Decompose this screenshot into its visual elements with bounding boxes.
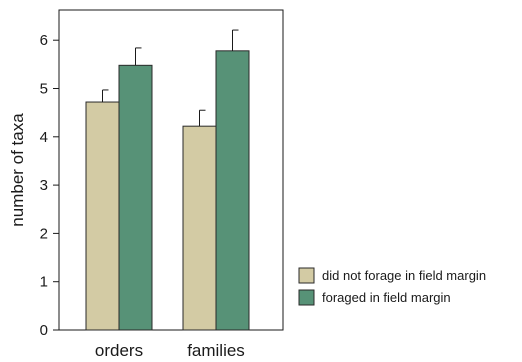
legend-label: did not forage in field margin [322, 268, 486, 283]
bar-series [85, 50, 250, 331]
legend-label: foraged in field margin [322, 290, 451, 305]
bar [118, 64, 153, 331]
bar [215, 50, 250, 331]
legend-swatch [298, 289, 315, 306]
x-axis: orders families [95, 341, 245, 360]
error-bars [102, 29, 239, 127]
legend: did not forage in field margin foraged in… [298, 267, 486, 306]
y-tick-label: 6 [40, 32, 48, 49]
bar [182, 125, 217, 331]
y-tick-label: 5 [40, 81, 48, 98]
y-tick-label: 0 [40, 322, 48, 339]
x-tick-label: families [187, 341, 245, 360]
y-tick-label: 1 [40, 274, 48, 291]
legend-swatch [298, 267, 315, 284]
bar [85, 101, 120, 331]
y-tick-label: 4 [40, 129, 48, 146]
y-tick-label: 2 [40, 225, 48, 242]
x-tick-label: orders [95, 341, 143, 360]
plot-frame [58, 9, 284, 331]
y-tick-label: 3 [40, 177, 48, 194]
y-axis: 0 1 2 3 4 5 6 [40, 32, 59, 339]
y-axis-title: number of taxa [8, 113, 27, 227]
